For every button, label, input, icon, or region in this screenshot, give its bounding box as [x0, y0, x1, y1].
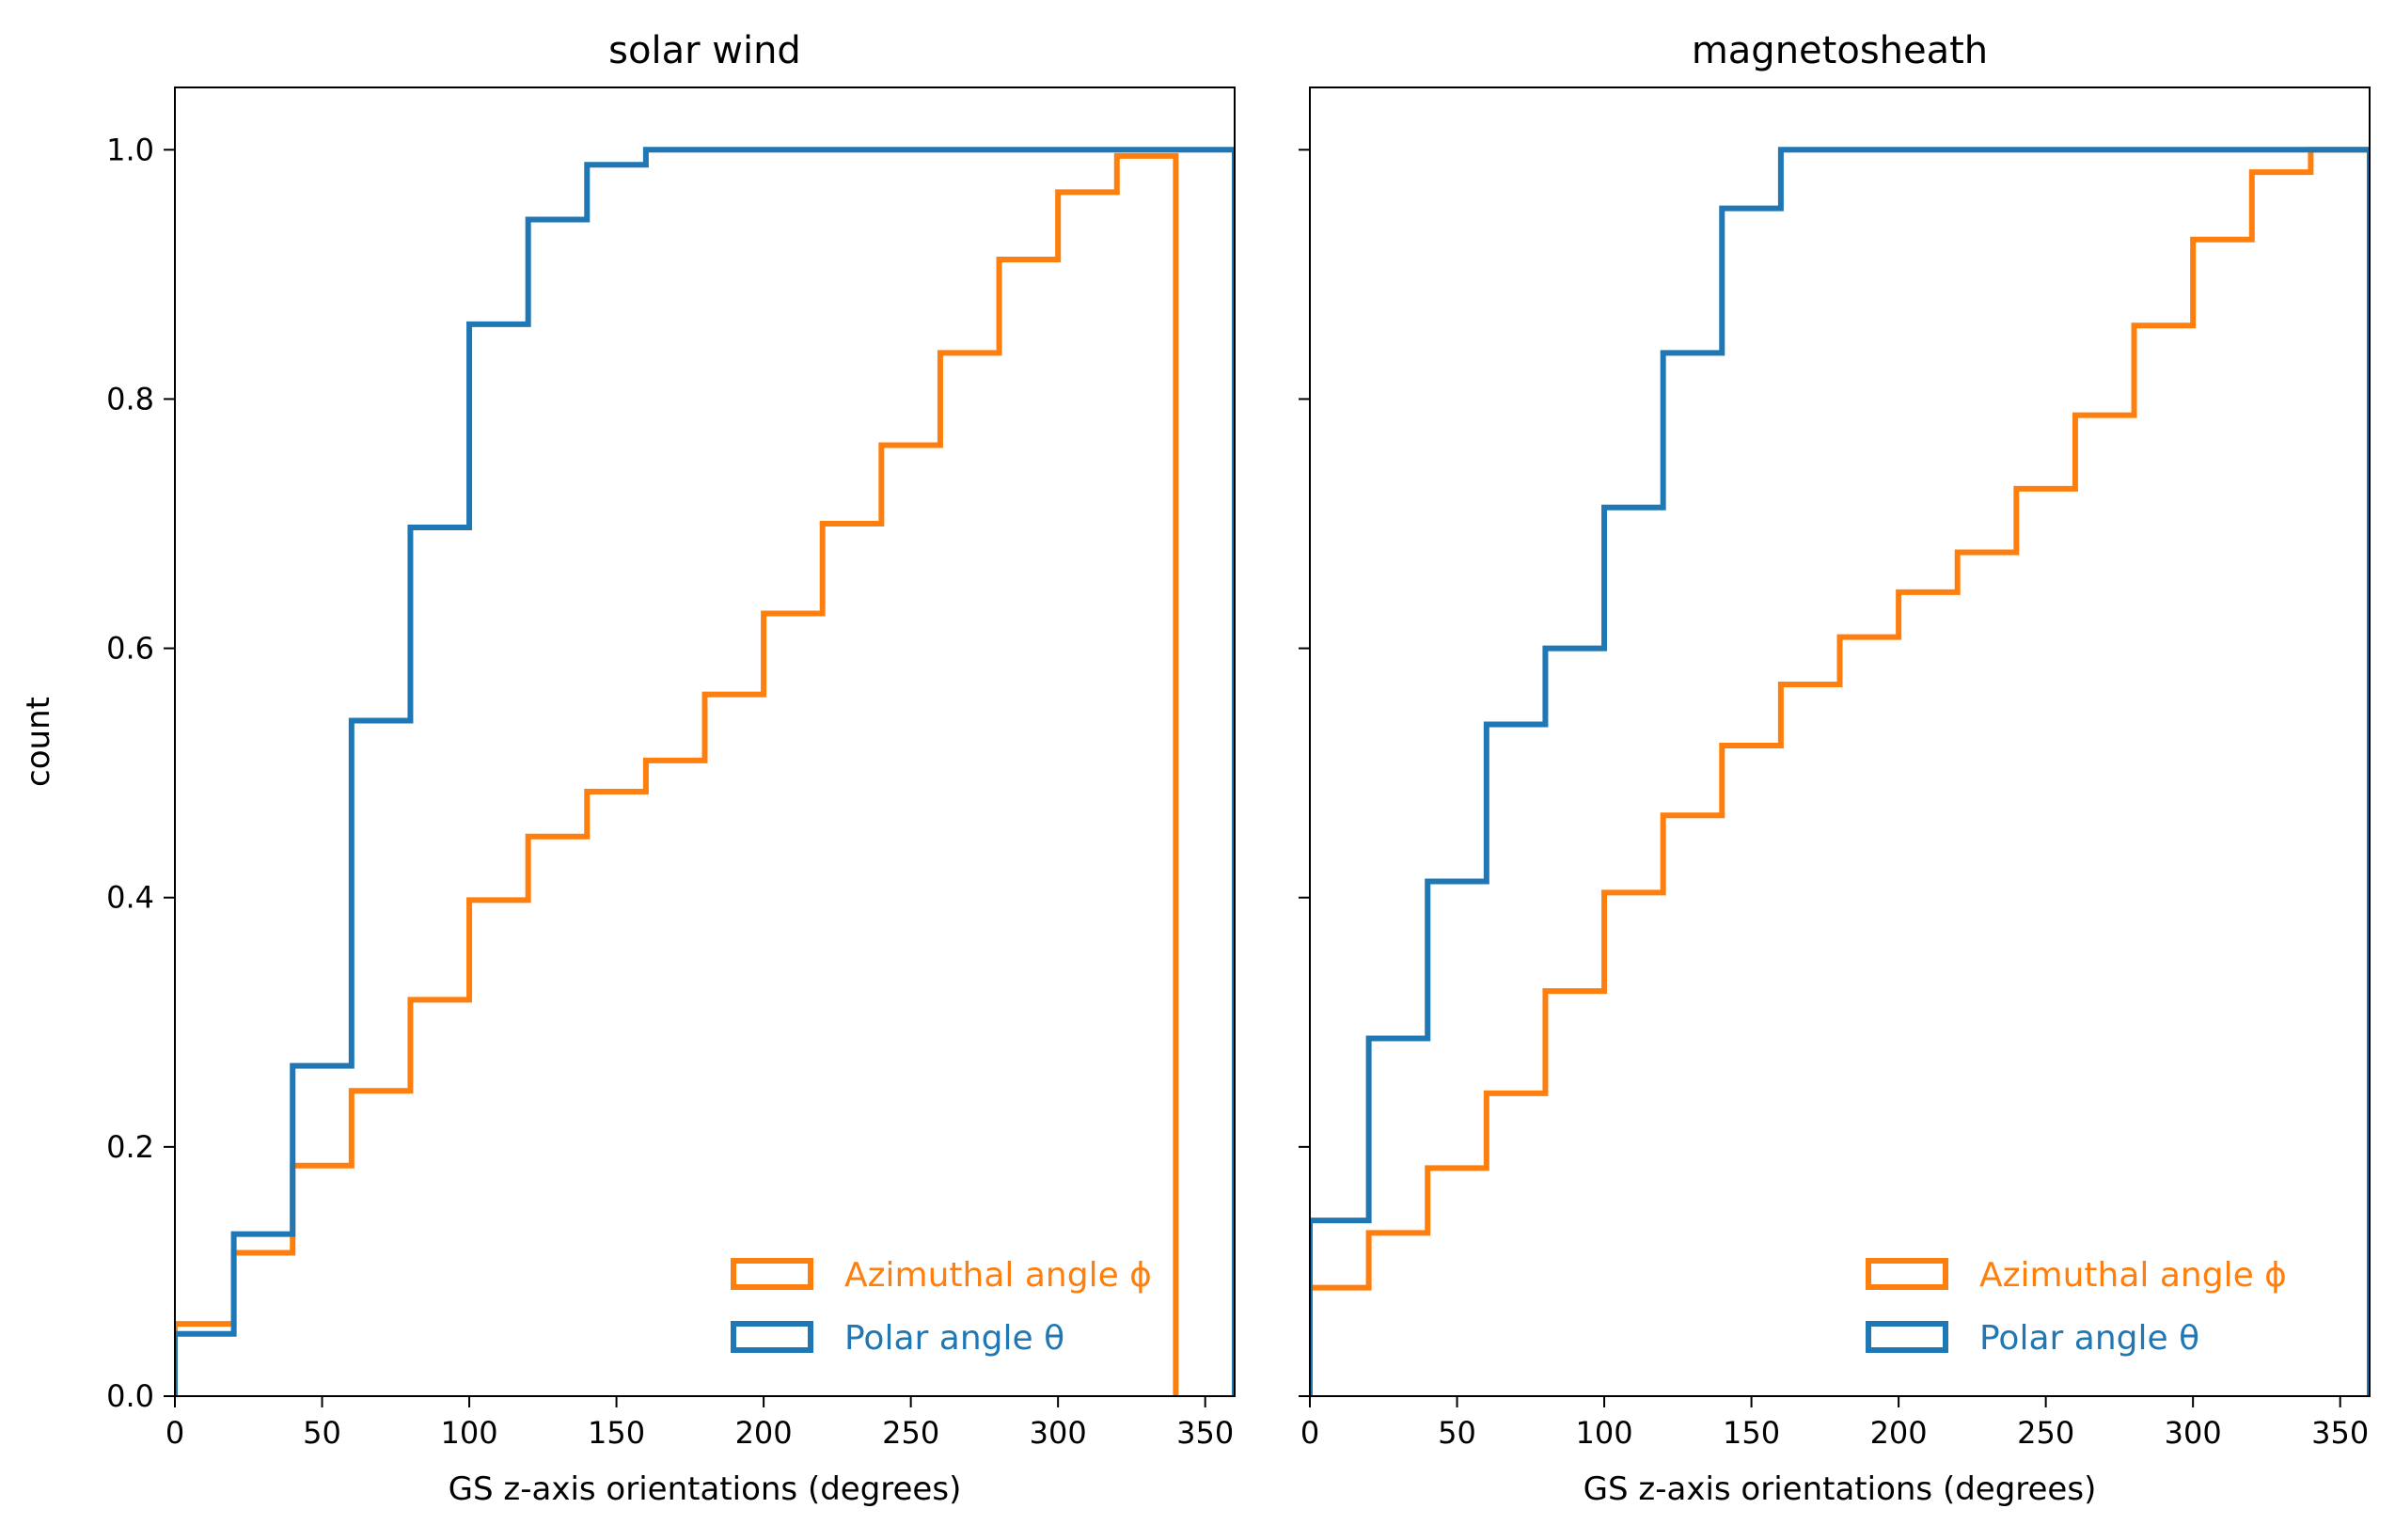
axes-frame: [1309, 86, 2371, 1397]
x-tick-label: 350: [2311, 1415, 2369, 1451]
legend-swatch: [731, 1321, 813, 1353]
legend-label: Azimuthal angle ϕ: [844, 1256, 1152, 1295]
legend-label: Polar angle θ: [844, 1319, 1064, 1358]
panel-title: solar wind: [608, 29, 801, 72]
legend-swatch: [1866, 1258, 1948, 1290]
series-azimuthal-step-line: [175, 152, 1179, 1396]
x-tick-label: 0: [165, 1415, 184, 1451]
y-axis-label: count: [20, 697, 57, 787]
panel-2: 0 50 100 150 200 250 300 350 magnetosheath GS z-a…: [1299, 29, 2371, 1508]
x-tick-label: 300: [1030, 1415, 1087, 1451]
x-tick-label: 150: [1723, 1415, 1780, 1451]
series-azimuthal-step-line: [1310, 147, 2370, 1396]
y-tick-label: 1.0: [106, 132, 154, 167]
x-axis-label: GS z-axis orientations (degrees): [1584, 1470, 2097, 1508]
x-tick-label: 0: [1300, 1415, 1319, 1451]
x-tick-label: 250: [2017, 1415, 2074, 1451]
x-tick-label: 250: [882, 1415, 939, 1451]
x-axis-label: GS z-axis orientations (degrees): [449, 1470, 962, 1508]
legend-swatch: [731, 1258, 813, 1290]
x-tick-label: 100: [1576, 1415, 1633, 1451]
panel-title: magnetosheath: [1692, 29, 1988, 72]
panel-1: 0 50 100 150 200 250 300 350 0.0 0.2 0.4 0.6 0.8 1.0 s…: [20, 29, 1236, 1508]
x-tick-label: 200: [1870, 1415, 1928, 1451]
x-tick-label: 350: [1176, 1415, 1234, 1451]
y-tick-label: 0.6: [106, 631, 154, 667]
x-tick-label: 50: [303, 1415, 341, 1451]
x-tick-label: 150: [588, 1415, 645, 1451]
y-tick-label: 0.4: [106, 880, 154, 916]
x-tick-label: 50: [1438, 1415, 1476, 1451]
y-tick-label: 0.2: [106, 1129, 154, 1165]
series-polar-step-line: [1310, 147, 2370, 1396]
legend-swatch: [1866, 1321, 1948, 1353]
legend-label: Azimuthal angle ϕ: [1979, 1256, 2287, 1295]
legend-label: Polar angle θ: [1979, 1319, 2199, 1358]
x-tick-label: 100: [441, 1415, 498, 1451]
axes-frame: [174, 86, 1236, 1397]
y-tick-label: 0.8: [106, 381, 154, 416]
x-tick-label: 300: [2165, 1415, 2222, 1451]
y-tick-label: 0.0: [106, 1378, 154, 1414]
series-polar-step-line: [175, 147, 1235, 1396]
x-tick-label: 200: [735, 1415, 793, 1451]
